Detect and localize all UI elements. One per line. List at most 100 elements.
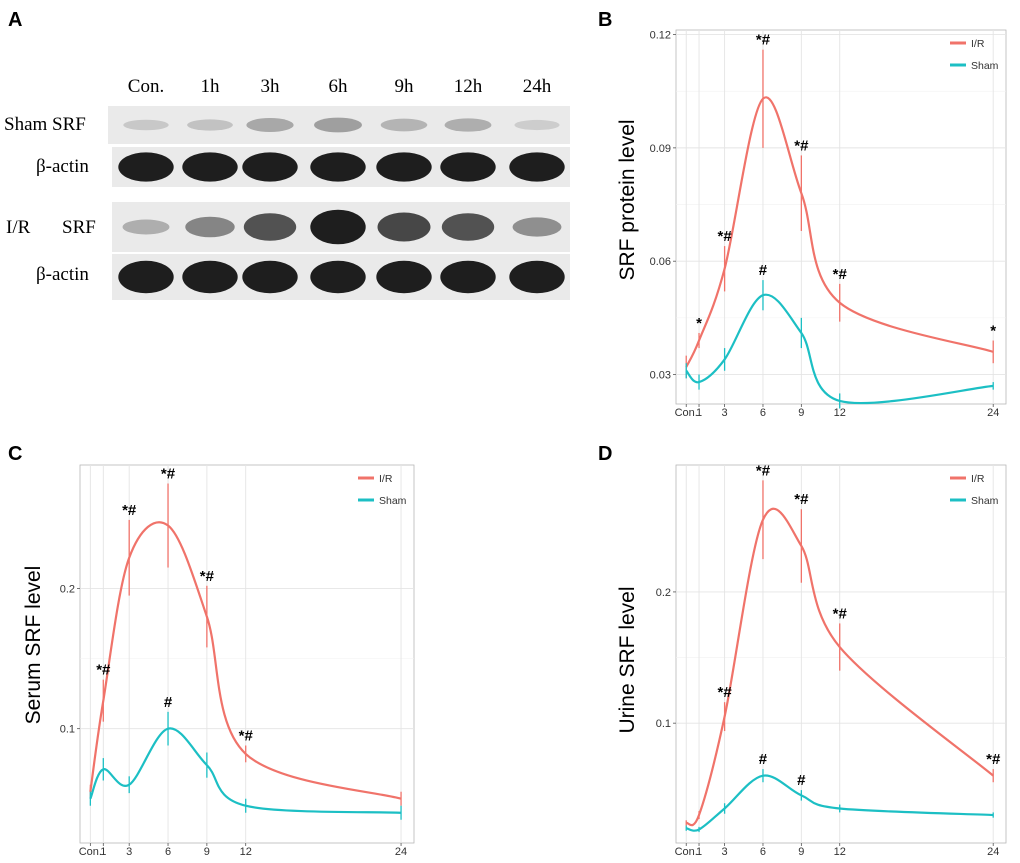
significance-label: *# [96, 662, 111, 679]
blot-band [444, 118, 492, 132]
x-tick-label: 24 [987, 846, 999, 858]
x-tick-label: Con. [79, 846, 102, 858]
y-tick-label: 0.1 [60, 724, 75, 736]
y-tick-label: 0.1 [656, 718, 671, 730]
blot-lane-label: 12h [454, 76, 483, 97]
y-tick-label: 0.06 [650, 256, 671, 268]
panel-c-y-axis-label: Serum SRF level [22, 566, 45, 725]
significance-label: # [164, 694, 173, 711]
x-tick-label: 12 [834, 407, 846, 419]
y-tick-label: 0.12 [650, 30, 671, 42]
panel-a-letter: A [8, 9, 22, 31]
blot-band [377, 212, 431, 242]
significance-label: *# [200, 568, 215, 585]
blot-band [118, 260, 174, 294]
blot-band [242, 260, 298, 294]
blot-row-label-2: SRF [62, 217, 96, 238]
blot-rows: Sham SRF β-actin I/R SRF β-actin [4, 106, 570, 300]
x-tick-label: 3 [722, 407, 728, 419]
blot-band [182, 152, 238, 182]
significance-label: *# [833, 266, 848, 283]
legend-label: Sham [971, 60, 999, 72]
series-line-ir [685, 96, 994, 368]
x-tick-label: 24 [395, 846, 407, 858]
plot-panel-border [79, 464, 415, 844]
x-tick-label: 9 [798, 846, 804, 858]
blot-band [246, 118, 294, 132]
blot-band [185, 216, 235, 238]
blot-band [509, 152, 565, 182]
x-tick-label: 1 [696, 407, 702, 419]
blot-lane-label: 9h [395, 76, 415, 97]
blot-band [122, 219, 170, 235]
significance-label: *# [161, 465, 176, 482]
x-tick-label: Con. [675, 407, 698, 419]
blot-band [514, 119, 560, 131]
blot-row-label: I/R [6, 217, 31, 238]
significance-label: *# [122, 502, 137, 519]
x-tick-label: 1 [100, 846, 106, 858]
x-tick-label: 6 [760, 846, 766, 858]
x-tick-label: 24 [987, 407, 999, 419]
series-line-ir [89, 521, 402, 800]
panel-c-serum-srf-chart: C Serum SRF level 0.1 0.2 Con.1 3 6 9 12 24 *# *#… [8, 443, 415, 858]
x-tick-label: 9 [798, 407, 804, 419]
x-tick-label: Con. [675, 846, 698, 858]
significance-label: *# [833, 605, 848, 622]
blot-band [441, 213, 495, 241]
blot-band [314, 117, 362, 133]
blot-band [380, 118, 428, 132]
x-tick-label: 6 [165, 846, 171, 858]
blot-lane-label: 6h [329, 76, 349, 97]
legend-label: Sham [971, 495, 999, 507]
blot-lane-label: 24h [523, 76, 552, 97]
y-tick-label: 0.2 [656, 587, 671, 599]
blot-band [509, 260, 565, 294]
x-tick-label: 6 [760, 407, 766, 419]
blot-lane-label: Con. [128, 76, 164, 97]
blot-band [123, 119, 169, 131]
x-tick-label: 1 [696, 846, 702, 858]
blot-band [440, 260, 496, 294]
blot-band [440, 152, 496, 182]
series-line-sham [685, 293, 994, 405]
blot-band [310, 260, 366, 294]
significance-label: *# [986, 751, 1001, 768]
blot-band [242, 152, 298, 182]
x-tick-label: 12 [834, 846, 846, 858]
panel-b-y-axis-label: SRF protein level [616, 119, 639, 280]
blot-lane-label: 3h [261, 76, 281, 97]
blot-band [310, 209, 366, 245]
legend-label: I/R [971, 473, 985, 485]
blot-band [243, 213, 297, 241]
panel-c-letter: C [8, 443, 22, 465]
blot-row-label: β-actin [36, 264, 89, 285]
plot-panel-border [675, 464, 1007, 844]
legend-label: I/R [379, 473, 393, 485]
significance-label: *# [756, 32, 771, 49]
blot-band [310, 152, 366, 182]
blot-row-label: β-actin [36, 156, 89, 177]
panel-d-urine-srf-chart: D Urine SRF level 0.1 0.2 Con.1 3 6 9 12 24 *# *#… [598, 443, 1007, 858]
y-tick-label: 0.09 [650, 143, 671, 155]
blot-row-label: Sham SRF [4, 114, 86, 135]
significance-label: # [797, 772, 806, 789]
blot-band [118, 152, 174, 182]
panel-b-srf-protein-chart: B SRF protein level 0.03 0.06 0.09 0.12 Con.… [598, 9, 1007, 419]
y-tick-label: 0.03 [650, 370, 671, 382]
legend-label: I/R [971, 38, 985, 50]
significance-label: *# [239, 727, 254, 744]
significance-label: *# [718, 684, 733, 701]
significance-label: # [759, 751, 768, 768]
significance-label: *# [794, 137, 809, 154]
significance-label: * [696, 315, 702, 332]
significance-label: # [759, 262, 768, 279]
x-tick-label: 12 [240, 846, 252, 858]
blot-band [187, 119, 233, 131]
panel-d-y-axis-label: Urine SRF level [616, 586, 639, 733]
blot-band [376, 152, 432, 182]
significance-label: *# [756, 462, 771, 479]
x-tick-label: 9 [204, 846, 210, 858]
